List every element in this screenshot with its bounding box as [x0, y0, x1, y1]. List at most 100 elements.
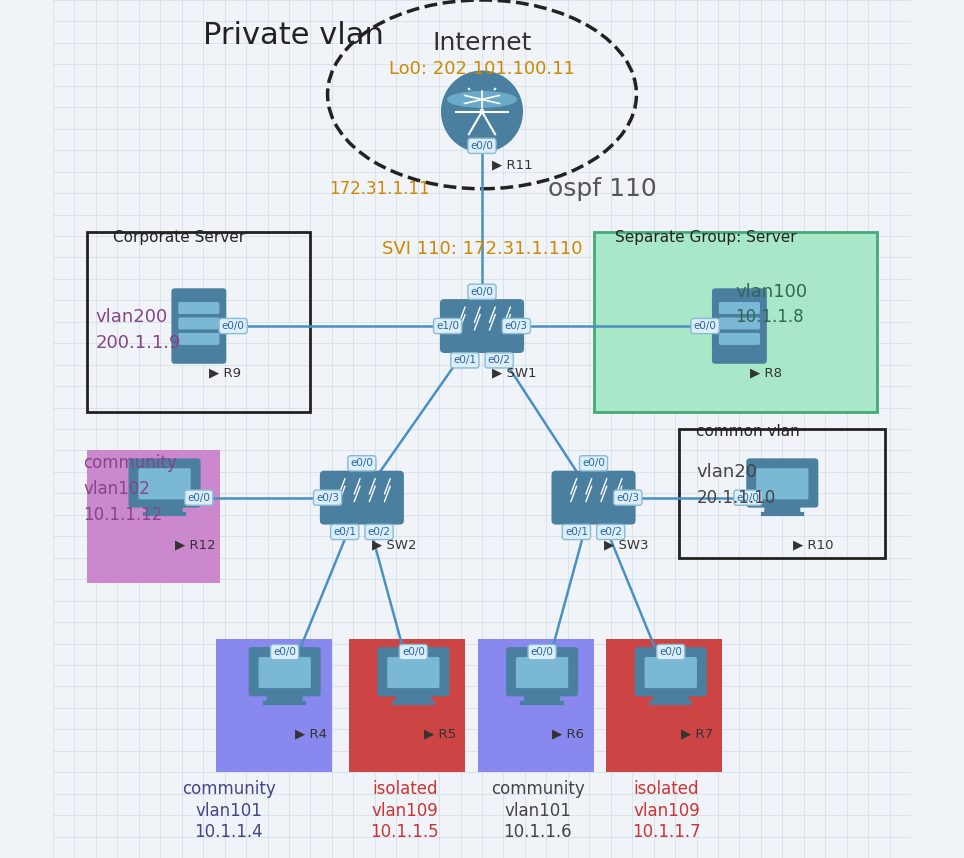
Text: 10.1.1.7: 10.1.1.7	[632, 824, 701, 841]
FancyBboxPatch shape	[128, 458, 201, 508]
Text: e0/0: e0/0	[470, 287, 494, 297]
Text: e0/0: e0/0	[659, 647, 683, 657]
Text: common vlan: common vlan	[697, 425, 800, 439]
Text: e0/3: e0/3	[616, 492, 639, 503]
Text: community: community	[83, 455, 176, 472]
Text: ▶ R6: ▶ R6	[552, 727, 584, 740]
FancyBboxPatch shape	[756, 468, 809, 499]
FancyBboxPatch shape	[147, 501, 182, 516]
Text: Separate Group: Server: Separate Group: Server	[615, 230, 796, 245]
FancyBboxPatch shape	[377, 647, 449, 697]
Text: ▶ R5: ▶ R5	[423, 727, 456, 740]
Text: ▶ SW3: ▶ SW3	[603, 538, 649, 552]
Text: Corporate Server: Corporate Server	[113, 230, 245, 245]
Ellipse shape	[445, 90, 519, 108]
Text: 20.1.1.10: 20.1.1.10	[697, 489, 776, 506]
FancyBboxPatch shape	[645, 657, 697, 688]
Text: Lo0: 202.101.100.11: Lo0: 202.101.100.11	[389, 60, 575, 77]
FancyBboxPatch shape	[178, 302, 220, 314]
Text: ▶ R9: ▶ R9	[209, 366, 241, 380]
FancyBboxPatch shape	[267, 690, 303, 704]
FancyBboxPatch shape	[653, 690, 688, 704]
Text: ▶ R8: ▶ R8	[750, 366, 782, 380]
FancyBboxPatch shape	[712, 288, 766, 364]
FancyBboxPatch shape	[139, 468, 191, 499]
Text: e0/0: e0/0	[351, 458, 373, 468]
Text: e0/0: e0/0	[187, 492, 210, 503]
Text: community: community	[491, 781, 584, 798]
Text: 200.1.1.9: 200.1.1.9	[95, 335, 181, 352]
FancyBboxPatch shape	[606, 639, 722, 772]
Text: e0/0: e0/0	[694, 321, 716, 331]
FancyBboxPatch shape	[594, 232, 876, 412]
FancyBboxPatch shape	[506, 647, 578, 697]
Text: e0/0: e0/0	[402, 647, 425, 657]
FancyBboxPatch shape	[320, 471, 404, 524]
FancyBboxPatch shape	[516, 657, 568, 688]
Text: e0/3: e0/3	[316, 492, 339, 503]
Text: 172.31.1.11: 172.31.1.11	[329, 180, 429, 197]
FancyBboxPatch shape	[172, 288, 227, 364]
FancyBboxPatch shape	[249, 647, 321, 697]
Text: ▶ R10: ▶ R10	[792, 538, 833, 552]
FancyBboxPatch shape	[178, 333, 220, 345]
FancyBboxPatch shape	[395, 690, 431, 704]
Text: Private vlan: Private vlan	[202, 21, 384, 51]
Text: e0/3: e0/3	[505, 321, 528, 331]
Text: community: community	[182, 781, 276, 798]
Text: 10.1.1.8: 10.1.1.8	[736, 309, 804, 326]
Text: ospf 110: ospf 110	[548, 177, 656, 201]
Text: vlan100: vlan100	[736, 283, 807, 300]
Text: vlan109: vlan109	[633, 802, 700, 819]
FancyBboxPatch shape	[88, 450, 221, 583]
Text: vlan109: vlan109	[371, 802, 439, 819]
Text: e0/1: e0/1	[334, 527, 357, 537]
Ellipse shape	[447, 92, 517, 107]
FancyBboxPatch shape	[349, 639, 465, 772]
Text: 10.1.1.5: 10.1.1.5	[370, 824, 439, 841]
FancyBboxPatch shape	[258, 657, 310, 688]
Text: ▶ R7: ▶ R7	[681, 727, 713, 740]
Text: vlan102: vlan102	[83, 480, 150, 498]
Text: vlan200: vlan200	[95, 309, 168, 326]
Text: 10.1.1.6: 10.1.1.6	[503, 824, 572, 841]
Text: ▶ SW2: ▶ SW2	[372, 538, 416, 552]
FancyBboxPatch shape	[440, 299, 524, 353]
Text: ▶ SW1: ▶ SW1	[493, 366, 537, 380]
Text: e0/0: e0/0	[736, 492, 760, 503]
FancyBboxPatch shape	[478, 639, 594, 772]
FancyBboxPatch shape	[719, 302, 760, 314]
Text: vlan20: vlan20	[697, 463, 758, 480]
Text: vlan101: vlan101	[504, 802, 572, 819]
FancyBboxPatch shape	[178, 317, 220, 329]
FancyBboxPatch shape	[634, 647, 707, 697]
FancyBboxPatch shape	[764, 501, 800, 516]
Text: 10.1.1.12: 10.1.1.12	[83, 506, 162, 523]
Text: e0/0: e0/0	[273, 647, 296, 657]
Text: e0/0: e0/0	[470, 141, 494, 151]
Text: e0/2: e0/2	[488, 355, 511, 366]
Text: e0/1: e0/1	[453, 355, 476, 366]
Text: e0/2: e0/2	[367, 527, 390, 537]
Text: SVI 110: 172.31.1.110: SVI 110: 172.31.1.110	[382, 240, 582, 257]
FancyBboxPatch shape	[216, 639, 332, 772]
Circle shape	[442, 71, 522, 152]
FancyBboxPatch shape	[719, 333, 760, 345]
Text: ▶ R4: ▶ R4	[295, 727, 327, 740]
FancyBboxPatch shape	[746, 458, 818, 508]
FancyBboxPatch shape	[719, 317, 760, 329]
FancyBboxPatch shape	[524, 690, 560, 704]
Text: isolated: isolated	[633, 781, 699, 798]
Text: ▶ R11: ▶ R11	[493, 158, 533, 172]
Text: isolated: isolated	[372, 781, 438, 798]
Text: vlan101: vlan101	[196, 802, 262, 819]
Text: ▶ R12: ▶ R12	[174, 538, 216, 552]
Text: e0/1: e0/1	[565, 527, 588, 537]
Text: e0/0: e0/0	[582, 458, 605, 468]
Text: Internet: Internet	[432, 31, 532, 55]
Text: 10.1.1.4: 10.1.1.4	[195, 824, 263, 841]
FancyBboxPatch shape	[551, 471, 635, 524]
FancyBboxPatch shape	[388, 657, 440, 688]
Text: e0/0: e0/0	[530, 647, 553, 657]
Text: e0/2: e0/2	[600, 527, 622, 537]
